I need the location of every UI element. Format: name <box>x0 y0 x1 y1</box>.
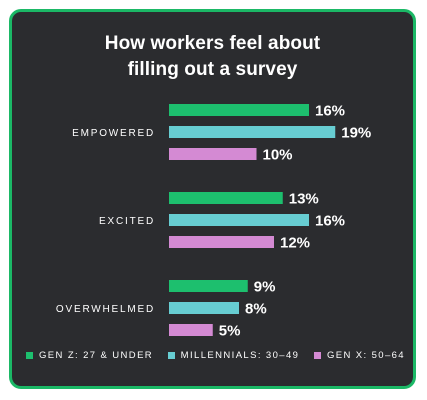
value-label-overwhelmed-gen-x: 5% <box>219 323 241 340</box>
legend-swatch-gen-z <box>26 352 33 359</box>
category-label-empowered: EMPOWERED <box>72 128 155 139</box>
bar-excited-millennials <box>169 214 309 226</box>
chart-title-line-1: How workers feel about <box>104 33 321 54</box>
bar-chart: EMPOWERED 16% 19% 10% EXCITED 13% 16% 12% OVERWH… <box>56 103 371 340</box>
category-label-overwhelmed: OVERWHELMED <box>56 304 155 315</box>
value-label-excited-gen-z: 13% <box>289 191 319 208</box>
category-label-excited: EXCITED <box>99 216 155 227</box>
legend-item-gen-z: GEN Z: 27 & UNDER <box>26 350 153 361</box>
value-label-empowered-millennials: 19% <box>341 125 371 142</box>
legend-label-gen-z: GEN Z: 27 & UNDER <box>39 350 154 361</box>
legend-item-millennials: MILLENNIALS: 30–49 <box>167 350 300 361</box>
value-label-empowered-gen-z: 16% <box>315 103 345 120</box>
legend-item-gen-x: GEN X: 50–64 <box>313 350 405 361</box>
chart-title-line-2: filling out a survey <box>127 59 298 80</box>
legend-label-millennials: MILLENNIALS: 30–49 <box>180 350 300 361</box>
bar-excited-gen-z <box>169 192 283 204</box>
value-label-empowered-gen-x: 10% <box>263 147 293 164</box>
legend: GEN Z: 27 & UNDER MILLENNIALS: 30–49 GEN… <box>26 350 405 361</box>
bar-overwhelmed-millennials <box>169 302 239 314</box>
bar-excited-gen-x <box>169 236 274 248</box>
value-label-excited-millennials: 16% <box>315 213 345 230</box>
legend-swatch-gen-x <box>313 352 321 359</box>
chart-card: How workers feel about filling out a sur… <box>9 9 416 389</box>
value-label-excited-gen-x: 12% <box>280 235 310 252</box>
bar-empowered-gen-x <box>169 148 257 160</box>
bar-empowered-gen-z <box>169 104 309 116</box>
value-label-overwhelmed-millennials: 8% <box>245 301 267 318</box>
chart-title: How workers feel about filling out a sur… <box>12 31 413 83</box>
legend-label-gen-x: GEN X: 50–64 <box>326 350 405 361</box>
bar-overwhelmed-gen-x <box>169 324 213 336</box>
bar-empowered-millennials <box>169 126 336 138</box>
value-label-overwhelmed-gen-z: 9% <box>254 279 276 296</box>
bar-overwhelmed-gen-z <box>169 280 248 292</box>
legend-swatch-millennials <box>167 352 175 359</box>
